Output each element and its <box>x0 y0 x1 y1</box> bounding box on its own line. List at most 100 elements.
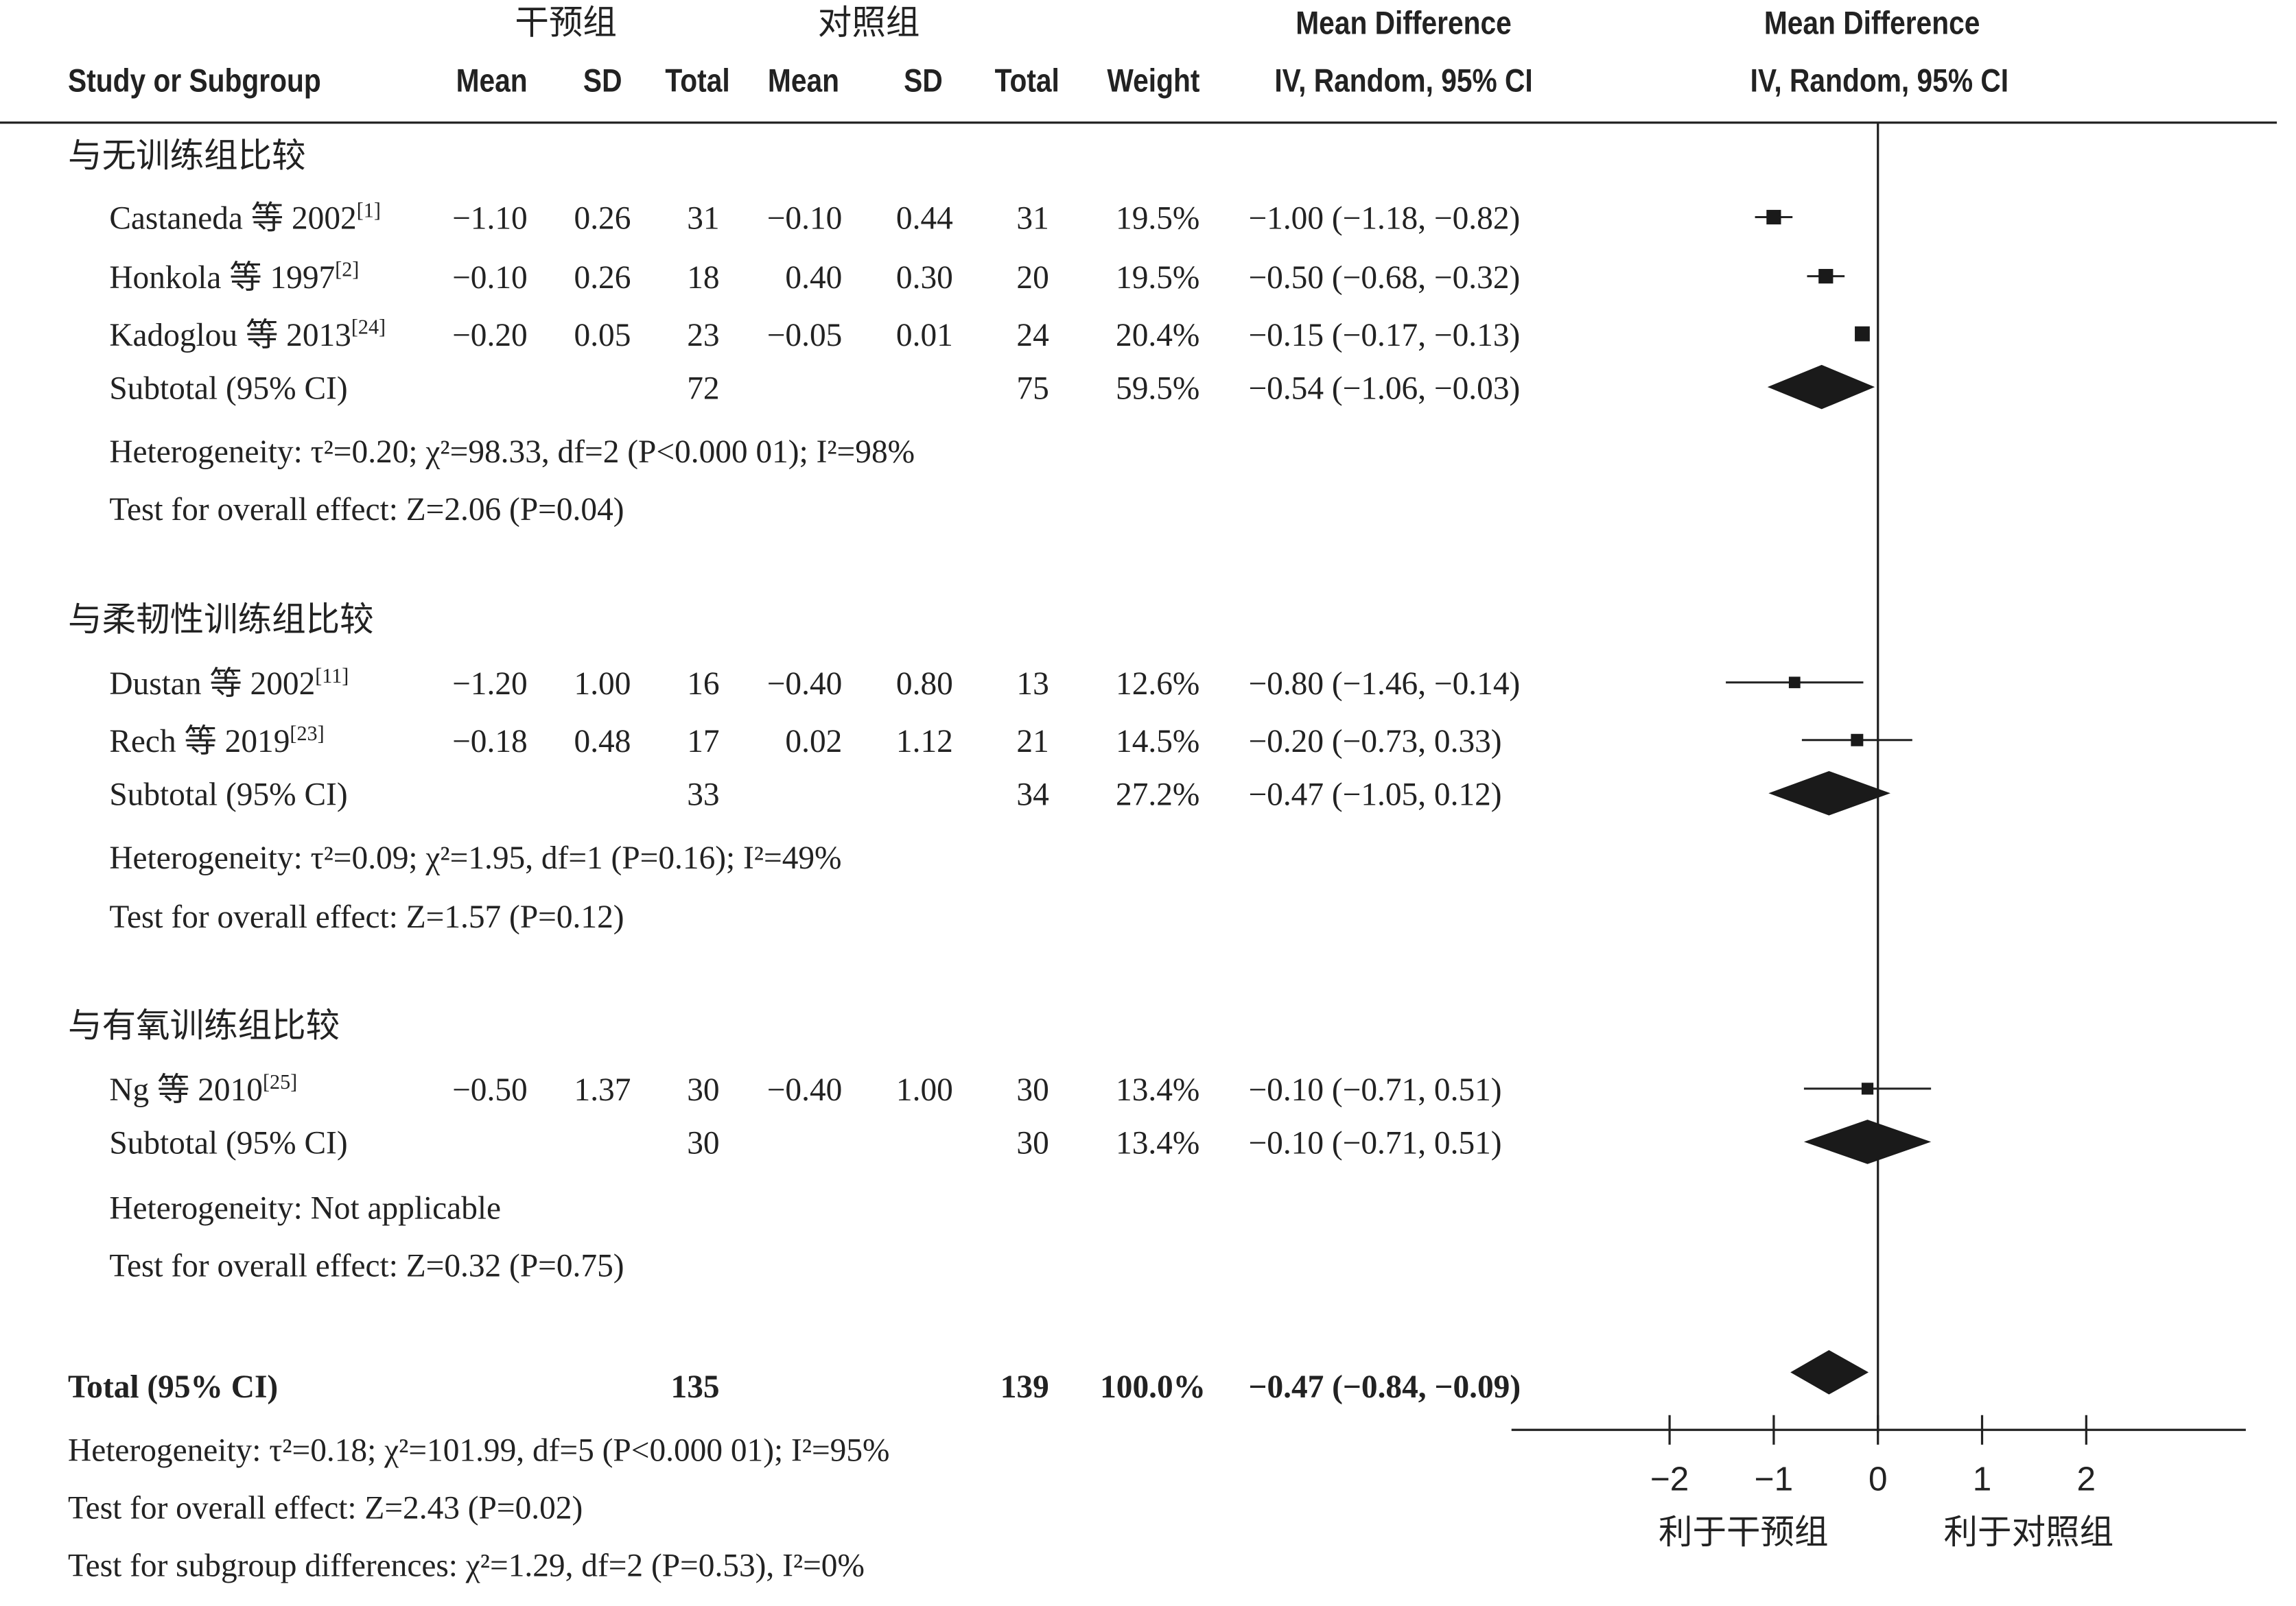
study-ci-text: −0.15 (−0.17, −0.13) <box>1248 318 1520 353</box>
point-estimate <box>1788 676 1801 689</box>
study-name: Castaneda 等 2002[1] <box>109 199 381 237</box>
subgroup-heterogeneity: Heterogeneity: Not applicable <box>109 1190 501 1226</box>
total-control-n: 139 <box>1000 1369 1049 1405</box>
header-study-column: Study or Subgroup <box>68 63 321 99</box>
study-name: Ng 等 2010[25] <box>109 1070 297 1108</box>
subtotal-diamond <box>1803 1120 1932 1164</box>
total-control: 30 <box>1016 1072 1049 1108</box>
point-estimate <box>1851 733 1864 746</box>
subtotal-ci-text: −0.54 (−1.06, −0.03) <box>1248 370 1520 406</box>
point-estimate <box>1766 209 1781 225</box>
subgroup-title: 与有氧训练组比较 <box>68 1007 340 1045</box>
subtotal-label: Subtotal (95% CI) <box>109 370 347 406</box>
subgroup-heterogeneity: Heterogeneity: τ²=0.20; χ²=98.33, df=2 (… <box>109 434 915 470</box>
total-label: Total (95% CI) <box>68 1369 278 1405</box>
header-plot-method: IV, Random, 95% CI <box>1750 63 2008 99</box>
mean-control: −0.40 <box>767 1072 843 1108</box>
total-treatment: 18 <box>687 260 719 296</box>
header-weight: Weight <box>1107 63 1199 99</box>
study-weight: 14.5% <box>1116 724 1199 759</box>
sd-control: 0.80 <box>896 666 953 702</box>
header-total-control: Total <box>995 63 1059 99</box>
total-weight: 100.0% <box>1100 1369 1206 1405</box>
x-axis-tick-label: 0 <box>1869 1461 1888 1498</box>
point-estimate <box>1855 326 1870 342</box>
subtotal-diamond <box>1768 770 1890 816</box>
header-sd-control: SD <box>904 63 943 99</box>
study-weight: 19.5% <box>1116 201 1199 237</box>
subtotal-diamond <box>1767 364 1875 410</box>
study-ci-text: −0.50 (−0.68, −0.32) <box>1248 260 1520 296</box>
total-treatment: 23 <box>687 318 719 353</box>
total-control: 20 <box>1016 260 1049 296</box>
subtotal-total-control: 34 <box>1016 777 1049 812</box>
header-mean-control: Mean <box>768 63 839 99</box>
header-control-group: 对照组 <box>818 4 920 42</box>
subtotal-weight: 59.5% <box>1116 370 1199 406</box>
header-mean-treatment: Mean <box>456 63 528 99</box>
subgroup-heterogeneity: Heterogeneity: τ²=0.09; χ²=1.95, df=1 (P… <box>109 840 841 876</box>
mean-treatment: −0.50 <box>452 1072 528 1108</box>
total-treatment: 16 <box>687 666 719 702</box>
study-ci-text: −1.00 (−1.18, −0.82) <box>1248 201 1520 237</box>
subgroup-overall-effect: Test for overall effect: Z=1.57 (P=0.12) <box>109 899 624 935</box>
study-weight: 19.5% <box>1116 260 1199 296</box>
study-weight: 12.6% <box>1116 666 1199 702</box>
subgroup-overall-effect: Test for overall effect: Z=2.06 (P=0.04) <box>109 492 624 528</box>
sd-treatment: 0.05 <box>574 318 631 353</box>
footer-line: Test for subgroup differences: χ²=1.29, … <box>68 1548 865 1583</box>
subtotal-total-treatment: 72 <box>687 370 719 406</box>
point-estimate <box>1861 1083 1874 1095</box>
study-ci-text: −0.80 (−1.46, −0.14) <box>1248 666 1520 702</box>
subgroup-title: 与柔韧性训练组比较 <box>68 600 374 638</box>
sd-treatment: 0.26 <box>574 201 631 237</box>
x-axis-tick-label: 2 <box>2077 1461 2096 1498</box>
mean-control: −0.05 <box>767 318 843 353</box>
sd-treatment: 0.48 <box>574 724 631 759</box>
total-treatment: 30 <box>687 1072 719 1108</box>
subtotal-label: Subtotal (95% CI) <box>109 777 347 812</box>
total-treatment: 17 <box>687 724 719 759</box>
mean-treatment: −0.10 <box>452 260 528 296</box>
mean-treatment: −0.20 <box>452 318 528 353</box>
study-ci-text: −0.10 (−0.71, 0.51) <box>1248 1072 1501 1108</box>
header-plot-title: Mean Difference <box>1764 5 1980 42</box>
favours-right-label: 利于对照组 <box>1944 1513 2114 1551</box>
mean-control: 0.40 <box>785 260 842 296</box>
sd-control: 1.12 <box>896 724 953 759</box>
study-weight: 20.4% <box>1116 318 1199 353</box>
subtotal-total-control: 30 <box>1016 1126 1049 1161</box>
x-axis-tick-label: 1 <box>1973 1461 1992 1498</box>
mean-control: −0.10 <box>767 201 843 237</box>
total-treatment: 31 <box>687 201 719 237</box>
total-control: 31 <box>1016 201 1049 237</box>
mean-control: 0.02 <box>785 724 842 759</box>
total-treatment-n: 135 <box>671 1369 720 1405</box>
sd-control: 0.01 <box>896 318 953 353</box>
subtotal-ci-text: −0.10 (−0.71, 0.51) <box>1248 1126 1501 1161</box>
x-axis-tick-label: −2 <box>1650 1461 1689 1498</box>
total-diamond <box>1790 1350 1869 1395</box>
subtotal-ci-text: −0.47 (−1.05, 0.12) <box>1248 777 1501 812</box>
sd-treatment: 1.37 <box>574 1072 631 1108</box>
subtotal-total-treatment: 30 <box>687 1126 719 1161</box>
subtotal-label: Subtotal (95% CI) <box>109 1126 347 1161</box>
mean-control: −0.40 <box>767 666 843 702</box>
subgroup-overall-effect: Test for overall effect: Z=0.32 (P=0.75) <box>109 1248 624 1284</box>
x-axis-tick-label: −1 <box>1755 1461 1793 1498</box>
total-control: 13 <box>1016 666 1049 702</box>
sd-control: 0.30 <box>896 260 953 296</box>
mean-treatment: −0.18 <box>452 724 528 759</box>
subtotal-weight: 13.4% <box>1116 1126 1199 1161</box>
total-control: 21 <box>1016 724 1049 759</box>
header-sd-treatment: SD <box>583 63 622 99</box>
header-total-treatment: Total <box>665 63 729 99</box>
header-effect-title: Mean Difference <box>1296 5 1512 42</box>
favours-left-label: 利于干预组 <box>1659 1513 1829 1551</box>
study-name: Honkola 等 1997[2] <box>109 258 359 296</box>
mean-treatment: −1.10 <box>452 201 528 237</box>
subgroup-title: 与无训练组比较 <box>68 137 306 174</box>
header-treatment-group: 干预组 <box>515 4 617 42</box>
